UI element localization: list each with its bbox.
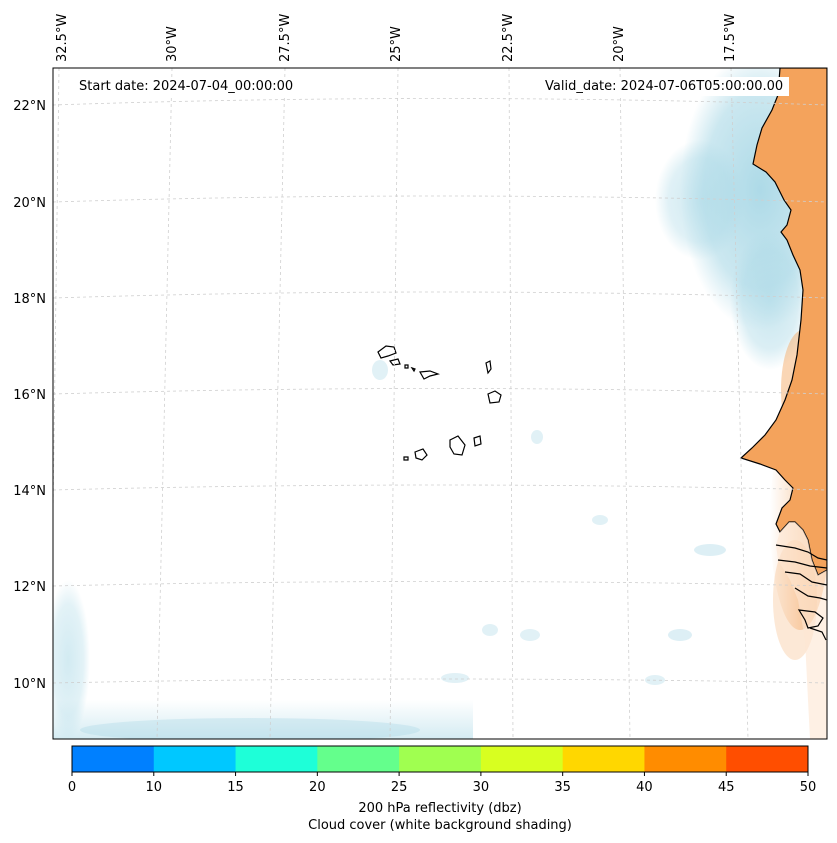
colorbar-segment — [726, 746, 809, 772]
colorbar-border — [71, 745, 809, 773]
colorbar-tick-label: 10 — [146, 780, 163, 795]
lon-label: 20°W — [612, 26, 627, 62]
coastline-details — [775, 544, 827, 641]
colorbar-segment — [235, 746, 318, 772]
colorbar-tick-label: 35 — [554, 780, 571, 795]
lat-label: 22°N — [13, 99, 46, 114]
colorbar-segment — [317, 746, 400, 772]
valid-date-annotation: Valid_date: 2024-07-06T05:00:00.00 — [539, 77, 790, 96]
colorbar-segment — [644, 746, 727, 772]
lon-label: 25°W — [389, 26, 404, 62]
colorbar-segment — [153, 746, 237, 772]
lon-label: 30°W — [165, 26, 180, 62]
colorbar-segment — [72, 746, 155, 772]
colorbar-segment — [480, 746, 564, 772]
colorbar-segment — [399, 746, 482, 772]
lon-label: 22.5°W — [501, 14, 516, 62]
longitude-labels: 32.5°W 30°W 27.5°W 25°W 22.5°W 20°W 17.5… — [55, 14, 738, 62]
colorbar-tick-label: 40 — [636, 780, 653, 795]
lat-label: 10°N — [13, 677, 46, 692]
lat-label: 12°N — [13, 580, 46, 595]
cape-verde-islands — [377, 345, 502, 461]
colorbar-tick-label: 25 — [391, 780, 408, 795]
lat-label: 20°N — [13, 196, 46, 211]
colorbar-tick-label: 0 — [68, 780, 76, 795]
colorbar-tick-label: 45 — [718, 780, 735, 795]
colorbar: 0 10 15 20 25 30 35 40 45 50 — [68, 745, 817, 795]
colorbar-tick-label: 20 — [309, 780, 326, 795]
lon-label: 27.5°W — [278, 14, 293, 62]
colorbar-tick-label: 50 — [800, 780, 817, 795]
lon-label: 32.5°W — [55, 14, 70, 62]
start-date-annotation: Start date: 2024-07-04_00:00:00 — [73, 77, 300, 96]
colorbar-tick-label: 30 — [473, 780, 490, 795]
lat-label: 18°N — [13, 292, 46, 307]
latitude-labels: 22°N 20°N 18°N 16°N 14°N 12°N 10°N — [13, 99, 46, 692]
lat-label: 14°N — [13, 484, 46, 499]
gridlines — [53, 68, 827, 739]
colorbar-subtitle: Cloud cover (white background shading) — [308, 818, 572, 833]
colorbar-title: 200 hPa reflectivity (dbz) — [358, 801, 522, 816]
lon-label: 17.5°W — [723, 14, 738, 62]
lat-label: 16°N — [13, 388, 46, 403]
colorbar-segment — [562, 746, 645, 772]
map-frame — [52, 67, 828, 740]
colorbar-tick-label: 15 — [227, 780, 244, 795]
land-west-africa-south — [776, 522, 827, 739]
